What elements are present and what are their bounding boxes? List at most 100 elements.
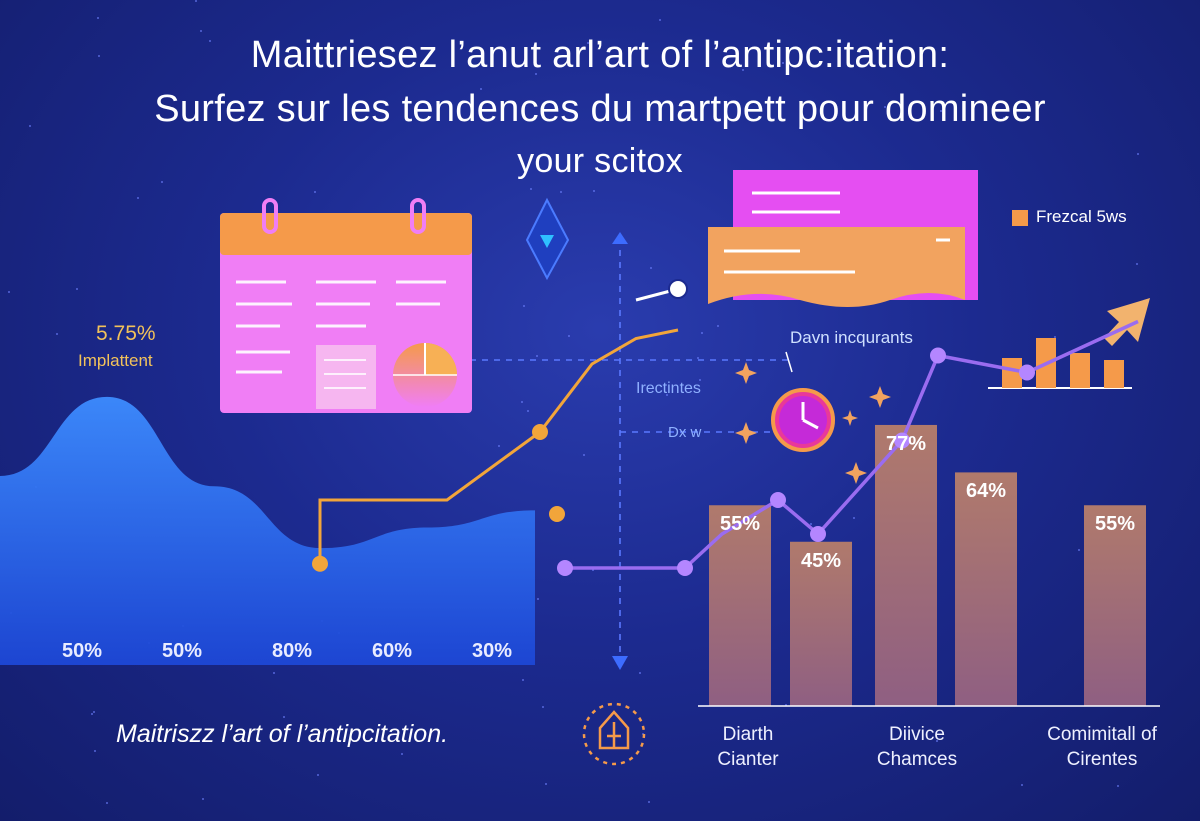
star [527, 410, 529, 412]
left-stat-value: 5.75% [96, 322, 156, 345]
area-x-label: 80% [271, 640, 313, 662]
arrow-icon [1104, 298, 1150, 346]
small-bar [1002, 358, 1022, 388]
bar-category-line: Cianter [717, 749, 779, 770]
pie-icon [393, 343, 457, 407]
orange-line-series [317, 328, 679, 566]
star [1078, 549, 1080, 551]
star [143, 728, 145, 730]
line-marker [1019, 364, 1035, 381]
line-marker [810, 526, 826, 542]
bar-category-label: Diarth Cianter [668, 722, 828, 772]
star [542, 706, 544, 708]
area-x-label: 60% [371, 640, 413, 662]
star [161, 181, 163, 183]
star [93, 711, 95, 713]
star [498, 445, 500, 447]
line-marker [930, 347, 946, 364]
line-marker [532, 424, 548, 440]
bar-category-line: Chamces [876, 749, 958, 770]
area-x-label: 50% [61, 640, 103, 662]
clock-icon [771, 388, 835, 452]
star [742, 69, 744, 71]
small-bar [1070, 353, 1090, 388]
star [639, 672, 641, 674]
page-title-line-1: Maittriesez l’anut arl’art of l’antipc:i… [250, 34, 950, 76]
bar [790, 541, 852, 706]
star [593, 190, 595, 192]
star [1136, 263, 1138, 265]
star [8, 291, 10, 293]
star [697, 357, 699, 359]
connector-dot [668, 279, 688, 299]
bar [1084, 505, 1146, 706]
ireclines-label: Irectintes [636, 380, 701, 397]
arrow-down-icon [612, 656, 628, 670]
star [536, 355, 538, 357]
star [480, 88, 482, 90]
star [560, 191, 562, 193]
star [545, 783, 547, 785]
star [583, 454, 585, 456]
star [314, 191, 316, 193]
star [799, 127, 801, 129]
star [648, 801, 650, 803]
bar-category-line: Diarth [722, 724, 774, 745]
star [1137, 153, 1139, 155]
star [98, 55, 100, 57]
bar-category-label: Diivice Chamces [837, 722, 997, 772]
bar-category-line: Diivice [889, 724, 945, 745]
star [568, 335, 570, 337]
left-stat-label: Implattent [78, 351, 153, 370]
star [143, 359, 145, 361]
line-marker [549, 506, 565, 522]
star [1117, 785, 1119, 787]
star [317, 774, 319, 776]
star [97, 17, 99, 19]
callout-pointer [785, 351, 793, 373]
star [666, 394, 668, 396]
sparkle-icon [735, 362, 891, 484]
star [537, 598, 539, 600]
note-card-orange [708, 227, 965, 307]
arrow-up-icon [612, 232, 628, 244]
purple-line-markers [557, 347, 1035, 576]
bar-value-label: 45% [800, 549, 842, 572]
star [587, 42, 589, 44]
star [940, 110, 942, 112]
star [535, 73, 537, 75]
star [523, 305, 525, 307]
star [195, 0, 197, 2]
star [659, 19, 661, 21]
small-bar [1104, 360, 1124, 388]
star [137, 197, 139, 199]
line-marker [312, 555, 328, 572]
line-marker [770, 492, 786, 508]
dx-label: Dx w [668, 424, 702, 441]
bar-category-line: Cirentes [1066, 749, 1138, 770]
star [1021, 784, 1023, 786]
bar-value-label: 55% [719, 513, 761, 536]
legend-label: Frezcal 5ws [1036, 207, 1127, 226]
gear-icon [582, 702, 646, 766]
star [936, 740, 938, 742]
star [521, 401, 523, 403]
bar [875, 424, 937, 706]
star [701, 332, 703, 334]
star [853, 517, 855, 519]
star [699, 379, 701, 381]
bar-chart [709, 424, 1146, 706]
star [717, 325, 719, 327]
star [94, 750, 96, 752]
star [209, 40, 211, 42]
line-marker [677, 560, 693, 576]
purple-line-series [565, 319, 1139, 570]
area-x-label: 50% [161, 640, 203, 662]
bar-category-line: Comimitall of [1047, 724, 1157, 745]
star [530, 188, 532, 190]
bar-category-label: Comimitall of Cirentes [1022, 722, 1182, 772]
area-chart-fill [0, 396, 535, 665]
star [884, 106, 886, 108]
guide-lines [470, 238, 790, 660]
